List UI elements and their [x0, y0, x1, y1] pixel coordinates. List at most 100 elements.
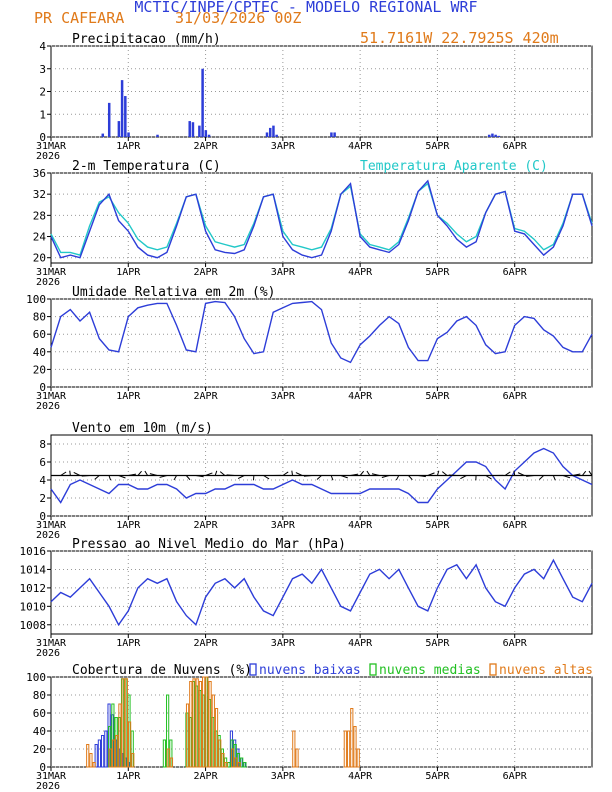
cloud-bar-2 — [185, 703, 190, 768]
x-tick-label: 5APR — [425, 267, 450, 278]
y-tick-label: 1008 — [20, 619, 47, 632]
wind-barb — [108, 475, 112, 481]
y-tick-label: 8 — [39, 438, 46, 451]
x-tick-label: 2APR — [194, 267, 219, 278]
cloud-bar-2 — [208, 681, 212, 768]
x-tick-label: 4APR — [348, 141, 373, 152]
y-tick-label: 2 — [39, 492, 46, 505]
wind-barb — [73, 472, 81, 476]
wind-barb — [295, 472, 303, 476]
x-tick-label: 4APR — [348, 638, 373, 649]
y-tick-label: 20 — [33, 252, 46, 265]
x-tick-label: 3APR — [271, 638, 296, 649]
cloud-bar-2 — [111, 739, 116, 768]
y-tick-label: 24 — [33, 231, 47, 244]
precip-bar — [207, 134, 211, 137]
precip-bar — [201, 68, 204, 137]
cloud-bar-2 — [131, 753, 135, 768]
wind-barb — [94, 475, 100, 480]
cloud-legend-label: nuvens medias — [379, 663, 481, 678]
x-tick-label: 5APR — [425, 638, 450, 649]
wind-barb — [460, 475, 467, 480]
run-date: 31/03/2026 00Z — [175, 9, 302, 27]
cloud-bar-2 — [115, 735, 119, 768]
x-tick-label: 4APR — [348, 391, 373, 402]
y-tick-label: 36 — [33, 167, 46, 180]
slp-title: Pressao ao Nivel Medio do Mar (hPa) — [72, 537, 346, 552]
precip-bar — [494, 134, 497, 137]
precip-frame — [50, 45, 593, 138]
cloud-bar-1 — [243, 762, 247, 768]
wind-barb — [436, 470, 440, 476]
clouds-frame — [50, 676, 593, 768]
cloud-bar-2 — [218, 739, 222, 768]
x-year-label: 2026 — [36, 151, 60, 162]
x-tick-label: 6APR — [503, 141, 528, 152]
x-year-label: 2026 — [36, 648, 60, 659]
rh-frame — [50, 298, 593, 388]
x-tick-label: 1APR — [116, 267, 141, 278]
x-tick-label: 4APR — [348, 267, 373, 278]
rh-line-0 — [50, 300, 593, 364]
cloud-bar-2 — [169, 757, 174, 768]
cloud-bar-2 — [108, 748, 112, 768]
precip-bar — [107, 102, 111, 137]
wind-barb — [350, 473, 359, 476]
x-tick-label: 1APR — [116, 141, 141, 152]
x-tick-label: 31MAR — [36, 141, 67, 152]
precip-title: Precipitacao (mm/h) — [72, 32, 221, 47]
rh-panel — [47, 298, 593, 391]
temp-frame — [50, 172, 593, 264]
x-tick-label: 6APR — [503, 638, 528, 649]
x-tick-label: 1APR — [116, 638, 141, 649]
wind-barb — [408, 475, 413, 481]
cloud-bar-2 — [89, 753, 93, 768]
cloud-bar-2 — [343, 730, 347, 768]
cloud-bar-2 — [205, 676, 209, 768]
wind-barb — [303, 475, 312, 477]
cloud-bar-2 — [121, 678, 125, 768]
x-tick-label: 2APR — [194, 141, 219, 152]
cloud-bar-1 — [162, 739, 167, 768]
wind-barb — [263, 475, 270, 480]
wind-barb — [128, 473, 137, 476]
wind-barb — [504, 471, 511, 476]
x-tick-label: 1APR — [116, 771, 141, 782]
y-tick-label: 0 — [39, 510, 46, 523]
x-year-label: 2026 — [36, 781, 60, 792]
x-tick-label: 31MAR — [36, 638, 67, 649]
y-tick-label: 1 — [39, 108, 46, 121]
cloud-bar-2 — [237, 762, 241, 768]
y-tick-label: 32 — [33, 188, 46, 201]
cloud-bar-2 — [346, 730, 351, 768]
cloud-bar-0 — [94, 744, 98, 768]
x-tick-label: 2APR — [194, 771, 219, 782]
cloud-bar-2 — [231, 748, 235, 768]
wind-barb — [526, 475, 535, 477]
x-tick-label: 31MAR — [36, 520, 67, 531]
location-label: PR CAFEARA — [34, 9, 125, 27]
cloud-bar-2 — [124, 678, 128, 768]
precip-bar — [124, 96, 127, 137]
rh-title: Umidade Relativa em 2m (%) — [72, 285, 276, 300]
wind-panel — [47, 434, 593, 520]
clouds-title: Cobertura de Nuvens (%) — [72, 663, 252, 678]
wind-barb — [572, 473, 581, 476]
y-tick-label: 3 — [39, 63, 46, 76]
x-tick-label: 6APR — [503, 267, 528, 278]
y-tick-label: 0 — [39, 131, 46, 144]
y-tick-label: 80 — [33, 311, 46, 324]
cloud-legend-label: nuvens baixas — [259, 663, 361, 678]
cloud-bar-2 — [195, 678, 199, 768]
y-tick-label: 1014 — [20, 563, 47, 576]
y-tick-label: 6 — [39, 456, 46, 469]
cloud-bar-2 — [192, 678, 196, 768]
cloud-bar-0 — [101, 735, 105, 768]
cloud-legend-label: nuvens altas — [499, 663, 593, 678]
cloud-bar-2 — [214, 708, 219, 768]
x-tick-label: 6APR — [503, 391, 528, 402]
x-tick-label: 2APR — [194, 638, 219, 649]
precip-bar — [333, 132, 336, 137]
precip-bar — [191, 122, 195, 137]
cloud-bar-2 — [224, 762, 228, 768]
